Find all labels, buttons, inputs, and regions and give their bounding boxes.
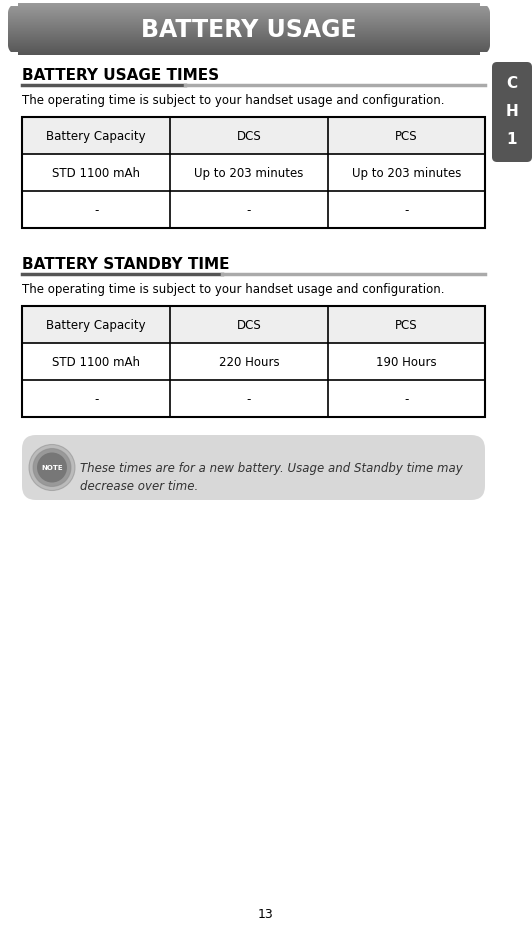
Text: Battery Capacity: Battery Capacity (46, 318, 146, 331)
Circle shape (253, 901, 279, 927)
Bar (328, 307, 485, 344)
Text: NOTE: NOTE (41, 465, 63, 471)
Text: BATTERY STANDBY TIME: BATTERY STANDBY TIME (22, 256, 229, 271)
Bar (22, 307, 485, 417)
FancyBboxPatch shape (22, 435, 485, 501)
Text: The operating time is subject to your handset usage and configuration.: The operating time is subject to your ha… (22, 94, 445, 107)
Text: C: C (506, 76, 518, 91)
Circle shape (37, 453, 67, 483)
Bar (170, 307, 328, 344)
Text: The operating time is subject to your handset usage and configuration.: The operating time is subject to your ha… (22, 283, 445, 296)
Text: H: H (505, 103, 518, 118)
Circle shape (33, 449, 71, 487)
Text: PCS: PCS (395, 318, 418, 331)
Text: 1: 1 (507, 131, 517, 146)
Text: DCS: DCS (237, 318, 261, 331)
Bar (170, 118, 328, 154)
Text: -: - (404, 392, 409, 405)
Text: BATTERY USAGE: BATTERY USAGE (141, 18, 357, 42)
Polygon shape (480, 46, 490, 56)
Text: STD 1100 mAh: STD 1100 mAh (52, 356, 140, 369)
Polygon shape (8, 46, 18, 56)
Text: Up to 203 minutes: Up to 203 minutes (194, 167, 304, 180)
FancyBboxPatch shape (492, 63, 532, 163)
Bar (22, 307, 170, 344)
Text: -: - (404, 204, 409, 217)
Text: PCS: PCS (395, 130, 418, 143)
Text: -: - (94, 204, 98, 217)
Text: -: - (94, 392, 98, 405)
Text: BATTERY USAGE TIMES: BATTERY USAGE TIMES (22, 68, 219, 83)
Text: Battery Capacity: Battery Capacity (46, 130, 146, 143)
Text: STD 1100 mAh: STD 1100 mAh (52, 167, 140, 180)
Text: DCS: DCS (237, 130, 261, 143)
Text: 13: 13 (258, 908, 274, 920)
Bar (22, 118, 170, 154)
Text: 220 Hours: 220 Hours (219, 356, 279, 369)
Text: These times are for a new battery. Usage and Standby time may
decrease over time: These times are for a new battery. Usage… (80, 462, 463, 493)
Polygon shape (480, 4, 490, 14)
Bar (22, 118, 485, 228)
Text: 190 Hours: 190 Hours (376, 356, 437, 369)
Circle shape (29, 445, 75, 491)
Text: -: - (247, 204, 251, 217)
Text: -: - (247, 392, 251, 405)
Polygon shape (8, 4, 18, 14)
Bar (328, 118, 485, 154)
Text: Up to 203 minutes: Up to 203 minutes (352, 167, 461, 180)
